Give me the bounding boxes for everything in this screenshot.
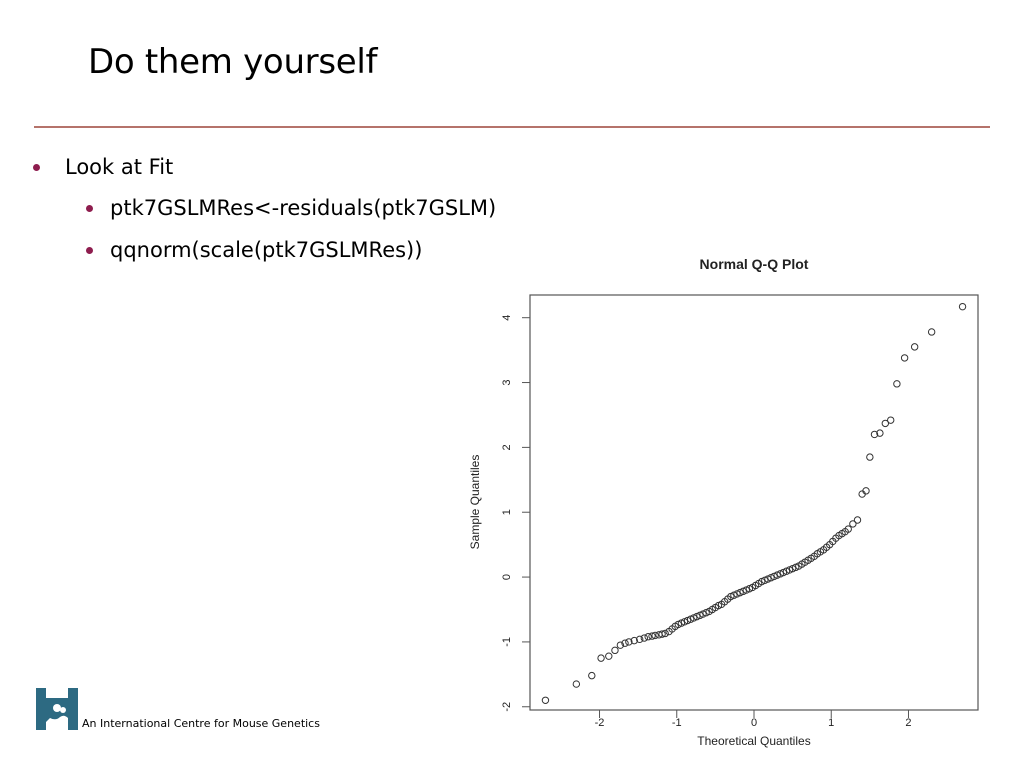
y-tick-label: 4 — [501, 315, 513, 321]
data-point — [870, 430, 879, 439]
bullet-marker — [33, 163, 40, 171]
data-point — [866, 453, 874, 461]
bullet-text: qqnorm(scale(ptk7GSLMRes)) — [110, 238, 423, 262]
data-point — [630, 636, 638, 645]
data-point — [881, 419, 890, 428]
title-divider — [34, 126, 990, 128]
data-point — [640, 634, 649, 642]
y-axis-label: Sample Quantiles — [468, 455, 482, 550]
bullet-marker — [86, 246, 93, 254]
data-point — [844, 525, 852, 533]
mouse-logo-icon — [36, 688, 78, 730]
bullet-marker — [86, 204, 93, 212]
y-tick-label: 0 — [501, 574, 513, 580]
x-axis: -2 -1 0 1 2 — [595, 709, 912, 729]
x-axis-label: Theoretical Quantiles — [697, 734, 810, 748]
x-tick-label: 2 — [905, 717, 911, 729]
y-axis: -2 -1 0 1 2 3 4 — [501, 315, 531, 712]
data-point — [651, 631, 659, 640]
data-point — [635, 635, 644, 644]
data-point — [849, 520, 857, 528]
data-point — [927, 328, 936, 336]
data-point — [597, 654, 605, 662]
y-tick-label: 3 — [501, 379, 513, 385]
qq-plot-svg: Normal Q-Q Plot -2 -1 0 1 2 -2 -1 0 1 2 3 4 Theore… — [468, 256, 979, 748]
data-point — [541, 696, 550, 704]
data-point — [853, 516, 862, 524]
data-point — [611, 646, 619, 655]
data-point — [588, 671, 596, 680]
data-point — [887, 416, 895, 424]
y-tick-label: 1 — [501, 509, 513, 515]
data-point — [616, 641, 625, 649]
x-tick-label: -2 — [595, 717, 605, 729]
data-point — [572, 680, 581, 688]
data-point — [910, 343, 919, 351]
data-point — [621, 639, 629, 647]
slide-title: Do them yourself — [88, 42, 378, 82]
x-tick-label: 1 — [828, 717, 834, 729]
data-point — [661, 629, 669, 638]
data-point — [605, 652, 613, 660]
bullet-text: Look at Fit — [65, 155, 174, 179]
data-point — [893, 380, 901, 388]
x-tick-label: -1 — [672, 717, 682, 729]
footer-tagline: An International Centre for Mouse Geneti… — [82, 717, 320, 730]
qq-plot: Normal Q-Q Plot -2 -1 0 1 2 -2 -1 0 1 2 3 4 Theore… — [460, 248, 1000, 758]
data-point — [644, 633, 652, 641]
data-point — [900, 354, 909, 362]
data-point — [658, 630, 666, 638]
data-point — [625, 638, 633, 646]
y-tick-label: -1 — [501, 637, 513, 647]
bullet-item: Look at Fit — [33, 155, 173, 179]
bullet-text: ptk7GSLMRes<-residuals(ptk7GSLM) — [110, 196, 497, 220]
y-tick-label: -2 — [501, 702, 513, 712]
x-tick-label: 0 — [751, 717, 757, 729]
data-points — [541, 302, 967, 704]
y-tick-label: 2 — [501, 444, 513, 450]
chart-title: Normal Q-Q Plot — [700, 256, 809, 272]
sub-bullet-item: ptk7GSLMRes<-residuals(ptk7GSLM) — [86, 196, 496, 220]
data-point — [648, 632, 656, 640]
plot-frame — [529, 294, 979, 711]
data-point — [862, 487, 870, 495]
data-point — [876, 429, 884, 437]
data-point — [958, 302, 967, 311]
sub-bullet-item: qqnorm(scale(ptk7GSLMRes)) — [86, 238, 422, 262]
